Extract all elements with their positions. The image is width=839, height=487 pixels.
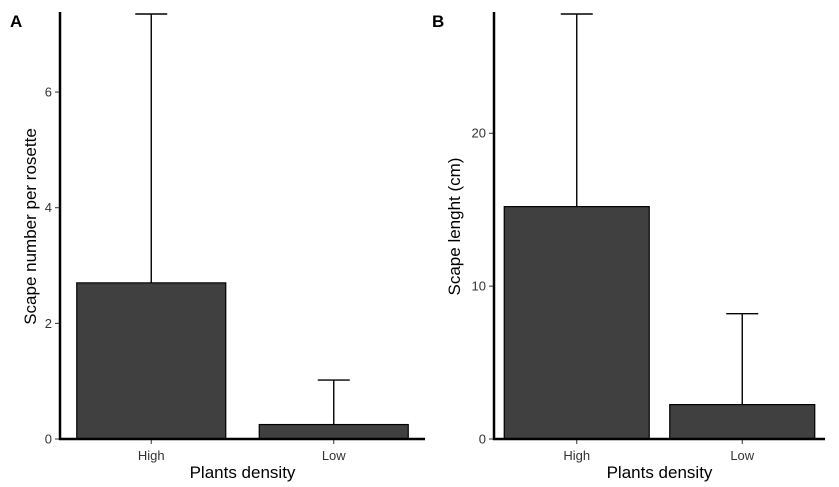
panel-a: A Scape number per rosette Plants densit… bbox=[10, 12, 425, 482]
panel-a-y-tick-label: 4 bbox=[45, 200, 52, 215]
panel-a-y-axis-title: Scape number per rosette bbox=[21, 128, 40, 325]
panel-b-x-axis-title: Plants density bbox=[607, 463, 713, 482]
panel-b-x-tick-label: Low bbox=[730, 448, 754, 463]
panel-a-bar-high bbox=[76, 282, 227, 440]
panel-a-letter: A bbox=[10, 12, 22, 31]
panel-b-y-axis-title: Scape lenght (cm) bbox=[445, 158, 464, 296]
panel-a-x-axis-title: Plants density bbox=[190, 463, 296, 482]
panel-b-y-tick-label: 20 bbox=[472, 126, 486, 141]
panel-b: B Scape lenght (cm) Plants density 0 10 20… bbox=[432, 12, 825, 482]
panel-a-y-tick-label: 6 bbox=[45, 85, 52, 100]
panel-b-x-tick-label: High bbox=[563, 448, 590, 463]
panel-a-x-tick-label: High bbox=[138, 448, 165, 463]
panel-a-bar-low bbox=[258, 423, 409, 440]
panel-b-y-tick-label: 10 bbox=[472, 279, 486, 294]
panel-b-letter: B bbox=[432, 12, 444, 31]
panel-a-y-tick-label: 0 bbox=[45, 432, 52, 447]
panel-b-bar-low bbox=[669, 404, 816, 440]
panel-a-y-tick-label: 2 bbox=[45, 316, 52, 331]
panel-a-x-tick-label: Low bbox=[322, 448, 346, 463]
panel-b-bar-high bbox=[503, 206, 650, 440]
panel-b-y-tick-label: 0 bbox=[479, 432, 486, 447]
